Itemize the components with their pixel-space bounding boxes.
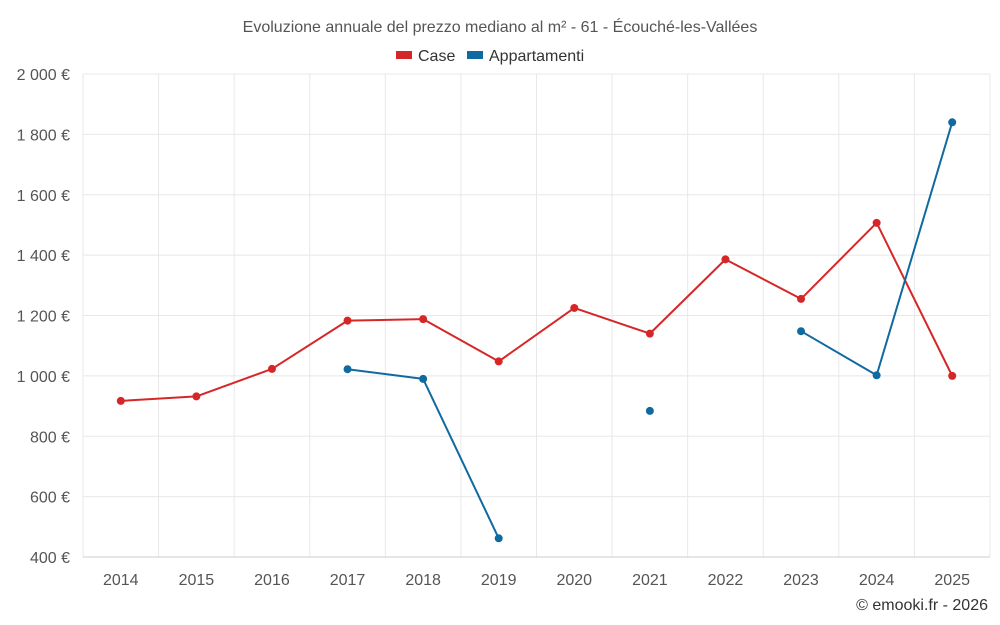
x-tick-label: 2021 [632, 572, 668, 589]
legend-label: Case [418, 48, 455, 65]
series-line [347, 368, 500, 539]
y-tick-label: 400 € [30, 550, 70, 567]
x-tick-label: 2024 [859, 572, 895, 589]
y-tick-label: 2 000 € [17, 67, 70, 84]
x-tick-label: 2023 [783, 572, 819, 589]
data-point[interactable] [645, 329, 654, 338]
data-point[interactable] [797, 327, 806, 336]
x-tick-label: 2025 [934, 572, 970, 589]
y-tick-label: 600 € [30, 490, 70, 507]
x-tick-label: 2020 [556, 572, 592, 589]
data-point[interactable] [419, 315, 428, 324]
legend-swatch [396, 51, 412, 59]
series-case [116, 218, 957, 405]
series-line [800, 122, 954, 377]
data-point[interactable] [645, 406, 654, 415]
data-point[interactable] [570, 303, 579, 312]
y-axis: 400 € 600 € 800 € 1 000 € 1 200 € 1 400 € 1 60… [17, 67, 70, 567]
series-appartamenti [343, 118, 957, 543]
data-point[interactable] [494, 534, 503, 543]
legend-swatch [467, 51, 483, 59]
x-tick-label: 2014 [103, 572, 139, 589]
data-point[interactable] [343, 316, 352, 325]
y-tick-label: 1 000 € [17, 369, 70, 386]
x-tick-label: 2017 [330, 572, 366, 589]
legend-item-case[interactable]: Case [396, 48, 455, 65]
legend: Case Appartamenti [396, 48, 584, 65]
x-tick-label: 2019 [481, 572, 517, 589]
data-point[interactable] [419, 374, 428, 383]
x-tick-label: 2018 [405, 572, 441, 589]
x-tick-label: 2016 [254, 572, 290, 589]
data-point[interactable] [343, 365, 352, 374]
x-axis: 2014 2015 2016 2017 2018 2019 2020 2021 2022 2023… [103, 572, 970, 589]
x-tick-label: 2015 [179, 572, 215, 589]
data-point[interactable] [494, 357, 503, 366]
data-point[interactable] [872, 218, 881, 227]
credit-text: © emooki.fr - 2026 [856, 597, 988, 614]
legend-label: Appartamenti [489, 48, 584, 65]
data-point[interactable] [872, 371, 881, 380]
data-point[interactable] [797, 294, 806, 303]
series [116, 118, 957, 543]
data-point[interactable] [192, 392, 201, 401]
data-point[interactable] [116, 396, 125, 405]
y-tick-label: 1 800 € [17, 127, 70, 144]
data-point[interactable] [948, 371, 957, 380]
legend-item-appartamenti[interactable]: Appartamenti [467, 48, 584, 65]
series-line [120, 221, 954, 402]
y-tick-label: 1 600 € [17, 188, 70, 205]
data-point[interactable] [948, 118, 957, 127]
y-tick-label: 800 € [30, 429, 70, 446]
data-point[interactable] [721, 255, 730, 264]
y-tick-label: 1 200 € [17, 309, 70, 326]
x-tick-label: 2022 [708, 572, 744, 589]
data-point[interactable] [267, 364, 276, 373]
chart-title: Evoluzione annuale del prezzo mediano al… [243, 17, 758, 36]
grid [82, 73, 991, 558]
y-tick-label: 1 400 € [17, 248, 70, 265]
